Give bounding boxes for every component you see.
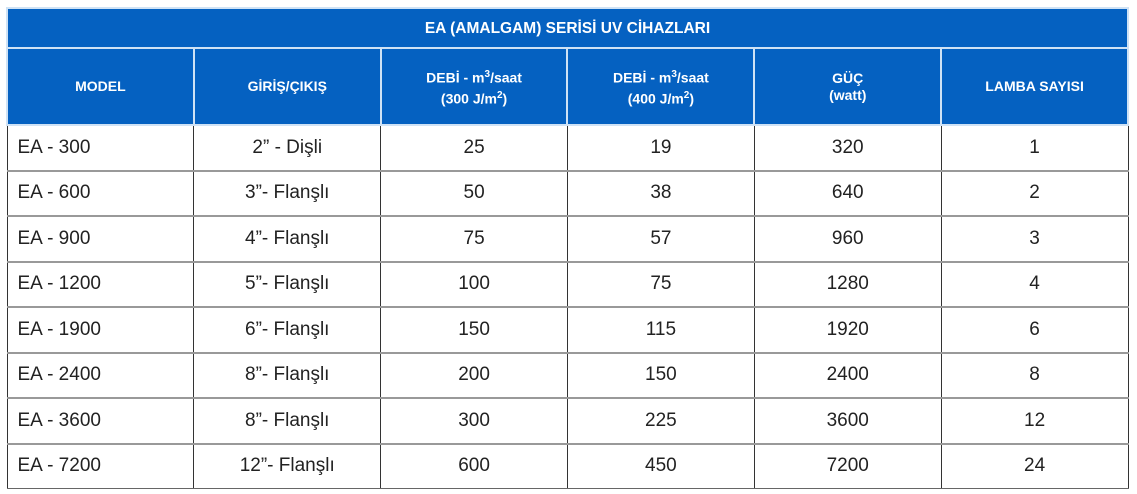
table-row: EA - 1900 6”- Flanşlı 150 115 1920 6 [6, 307, 1129, 354]
cell-flow-300: 75 [380, 216, 568, 263]
header-text: ) [689, 90, 695, 107]
header-row: MODEL GİRİŞ/ÇIKIŞ DEBİ - m3/saat (300 J/m… [6, 47, 1129, 126]
cell-lamp-count: 3 [940, 216, 1129, 263]
header-sup: 3 [671, 68, 677, 80]
table-body: EA - 300 2” - Dişli 25 19 320 1 EA - 600 3”- Fl… [6, 125, 1129, 489]
uv-devices-table: EA (AMALGAM) SERİSİ UV CİHAZLARI MODEL G… [6, 7, 1129, 489]
header-sup: 3 [484, 68, 491, 80]
cell-flow-300: 600 [380, 443, 568, 489]
cell-inlet-outlet: 3”- Flanşlı [193, 170, 382, 217]
header-text: DEBİ - m [612, 69, 672, 86]
title-row: EA (AMALGAM) SERİSİ UV CİHAZLARI [6, 7, 1129, 49]
cell-model: EA - 1200 [6, 261, 195, 308]
header-lamp-count: LAMBA SAYISI [940, 47, 1129, 126]
header-text: GÜÇ [832, 69, 864, 86]
cell-model: EA - 600 [6, 170, 195, 217]
cell-lamp-count: 6 [940, 307, 1129, 354]
cell-lamp-count: 1 [940, 125, 1129, 172]
cell-power: 7200 [753, 443, 942, 489]
cell-flow-400: 57 [566, 216, 755, 263]
cell-inlet-outlet: 8”- Flanşlı [193, 352, 382, 399]
header-model: MODEL [6, 47, 195, 126]
table-row: EA - 2400 8”- Flanşlı 200 150 2400 8 [6, 352, 1129, 399]
cell-inlet-outlet: 6”- Flanşlı [193, 307, 382, 354]
header-text: (300 J/m [440, 90, 497, 107]
cell-inlet-outlet: 2” - Dişli [193, 125, 382, 172]
cell-flow-300: 150 [380, 307, 568, 354]
cell-inlet-outlet: 12”- Flanşlı [193, 443, 382, 489]
cell-lamp-count: 24 [940, 443, 1129, 489]
cell-lamp-count: 8 [940, 352, 1129, 399]
cell-model: EA - 2400 [6, 352, 195, 399]
cell-model: EA - 3600 [6, 398, 195, 445]
table-row: EA - 3600 8”- Flanşlı 300 225 3600 12 [6, 398, 1129, 445]
header-sup: 2 [683, 89, 690, 101]
header-flow-300: DEBİ - m3/saat (300 J/m2) [379, 47, 569, 126]
table-row: EA - 7200 12”- Flanşlı 600 450 7200 24 [6, 443, 1129, 489]
cell-flow-400: 150 [566, 352, 755, 399]
cell-power: 2400 [753, 352, 942, 399]
header-text: (400 J/m [627, 90, 684, 107]
cell-inlet-outlet: 4”- Flanşlı [193, 216, 382, 263]
cell-lamp-count: 4 [940, 261, 1129, 308]
header-text: DEBİ - m [426, 69, 485, 86]
header-text: ) [502, 90, 508, 107]
table-row: EA - 600 3”- Flanşlı 50 38 640 2 [6, 170, 1129, 217]
header-sup: 2 [496, 89, 503, 101]
cell-flow-400: 75 [566, 261, 755, 308]
header-text: (watt) [829, 86, 867, 103]
header-flow-400: DEBİ - m3/saat (400 J/m2) [566, 47, 756, 126]
cell-power: 960 [753, 216, 942, 263]
cell-power: 1280 [753, 261, 942, 308]
cell-model: EA - 300 [6, 125, 195, 172]
header-power: GÜÇ (watt) [753, 47, 943, 126]
cell-flow-300: 25 [380, 125, 568, 172]
cell-flow-400: 450 [566, 443, 755, 489]
cell-lamp-count: 12 [940, 398, 1129, 445]
table-row: EA - 1200 5”- Flanşlı 100 75 1280 4 [6, 261, 1129, 308]
cell-flow-300: 300 [380, 398, 568, 445]
header-inlet-outlet: GİRİŞ/ÇIKIŞ [192, 47, 382, 126]
cell-flow-400: 225 [566, 398, 755, 445]
table-title: EA (AMALGAM) SERİSİ UV CİHAZLARI [6, 7, 1129, 49]
cell-flow-300: 200 [380, 352, 568, 399]
cell-inlet-outlet: 8”- Flanşlı [193, 398, 382, 445]
cell-flow-300: 50 [380, 170, 568, 217]
cell-inlet-outlet: 5”- Flanşlı [193, 261, 382, 308]
cell-model: EA - 1900 [6, 307, 195, 354]
table-row: EA - 300 2” - Dişli 25 19 320 1 [6, 125, 1129, 172]
cell-power: 1920 [753, 307, 942, 354]
cell-model: EA - 7200 [6, 443, 195, 489]
table-row: EA - 900 4”- Flanşlı 75 57 960 3 [6, 216, 1129, 263]
cell-flow-300: 100 [380, 261, 568, 308]
cell-flow-400: 115 [566, 307, 755, 354]
cell-flow-400: 19 [566, 125, 755, 172]
header-text: /saat [490, 69, 522, 86]
cell-flow-400: 38 [566, 170, 755, 217]
cell-model: EA - 900 [6, 216, 195, 263]
cell-power: 320 [753, 125, 942, 172]
cell-lamp-count: 2 [940, 170, 1129, 217]
cell-power: 640 [753, 170, 942, 217]
cell-power: 3600 [753, 398, 942, 445]
header-text: /saat [676, 69, 709, 86]
